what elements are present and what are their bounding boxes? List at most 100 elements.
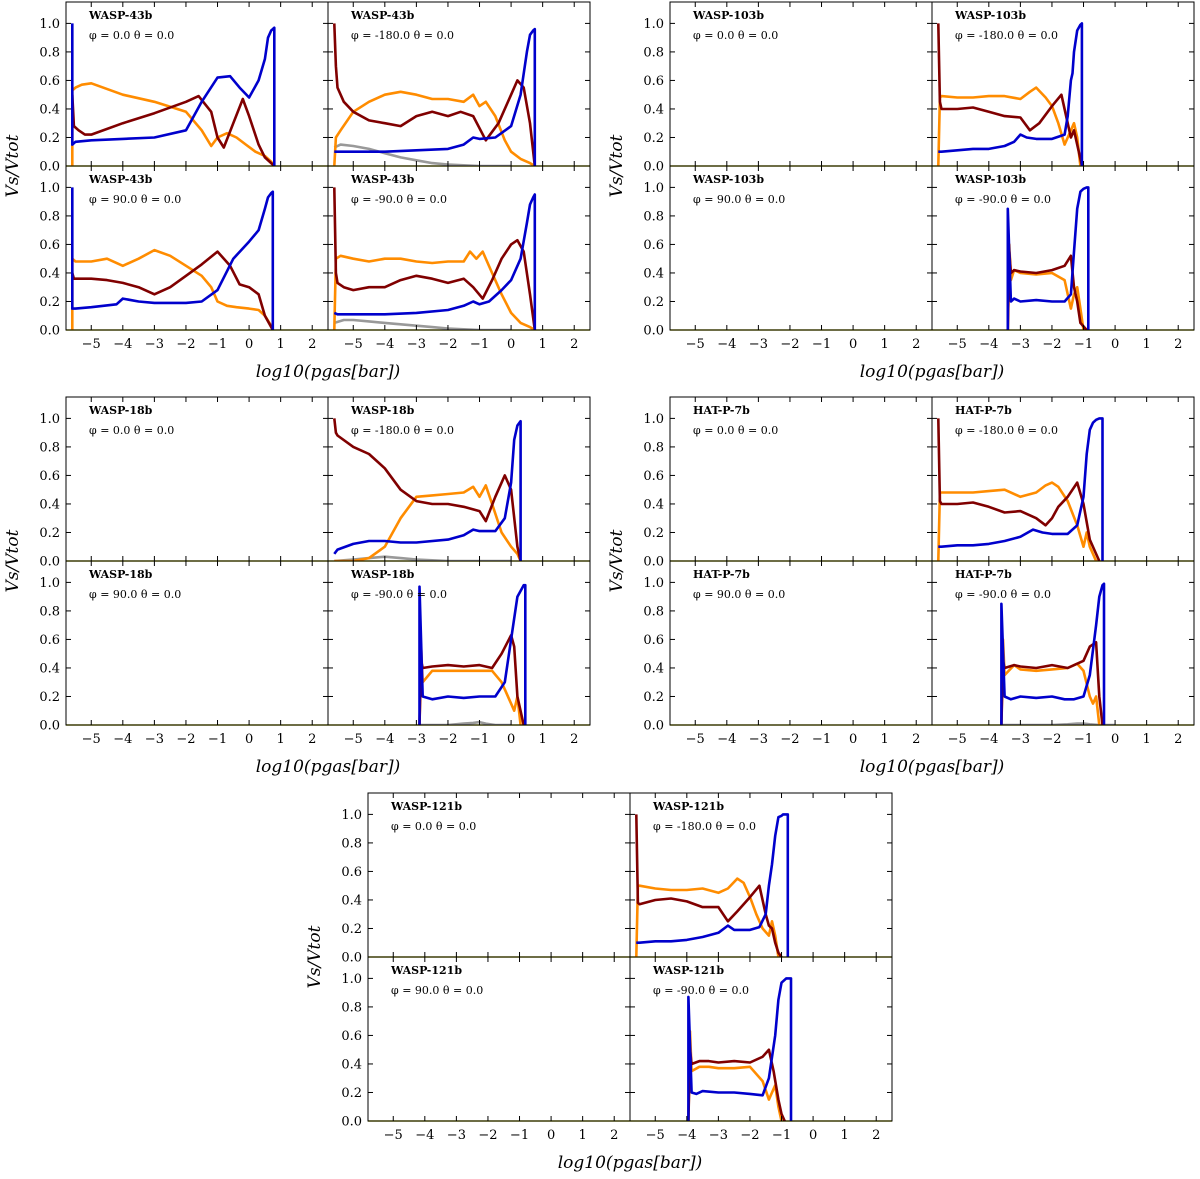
x-tick-label: −5 — [344, 337, 363, 352]
series-line-gray — [333, 143, 512, 166]
x-tick-label: −1 — [812, 732, 831, 747]
y-tick-label: 0.6 — [643, 74, 664, 89]
x-tick-label: −1 — [208, 732, 227, 747]
panel-angles: φ = 90.0 θ = 0.0 — [391, 984, 483, 997]
panel-wasp-43b-2: 0.0 0.2 0.4 0.6 0.8 1.0 −5 −4 −3 −2 −1 0 1 2 WASP-43b φ… — [39, 165, 329, 352]
panel-title: WASP-43b — [350, 173, 415, 186]
x-axis-label: log10(pgas[bar]) — [256, 757, 400, 777]
panel-angles: φ = -90.0 θ = 0.0 — [653, 984, 749, 997]
series-line-blue — [938, 417, 1104, 561]
panel-frame — [669, 396, 933, 562]
y-tick-label: 0.4 — [341, 1057, 362, 1072]
x-tick-label: −4 — [113, 337, 132, 352]
series-line-darkred — [333, 187, 537, 330]
panel-title: WASP-43b — [88, 173, 153, 186]
y-tick-label: 0.8 — [643, 45, 664, 60]
x-tick-label: −3 — [407, 337, 426, 352]
x-tick-label: −2 — [176, 732, 195, 747]
panel-frame — [367, 792, 631, 958]
y-tick-label: 0.8 — [39, 45, 60, 60]
y-tick-label: 0.0 — [643, 555, 664, 570]
x-tick-label: 1 — [1143, 732, 1151, 747]
series-line-orange — [333, 90, 536, 166]
series-line-blue — [938, 22, 1084, 166]
x-tick-label: 0 — [809, 1128, 817, 1143]
y-tick-label: 0.2 — [643, 131, 664, 146]
series-line-orange — [334, 484, 522, 561]
series-line-darkred — [333, 23, 537, 166]
panel-title: WASP-18b — [350, 568, 415, 581]
panel-hat-p-7b-3: −5 −4 −3 −2 −1 0 1 2 HAT-P-7b φ = -90.0 θ = 0.0 — [931, 560, 1195, 747]
x-tick-label: 1 — [277, 337, 285, 352]
y-tick-label: 0.2 — [643, 690, 664, 705]
panel-angles: φ = 90.0 θ = 0.0 — [89, 588, 181, 601]
chart-group-wasp-43b: 0.0 0.2 0.4 0.6 0.8 1.0 WASP-43b φ = 0.0 θ = 0.… — [3, 1, 591, 382]
series-line-orange — [687, 1029, 783, 1121]
y-tick-label: 0.6 — [39, 74, 60, 89]
y-tick-label: 0.4 — [341, 893, 362, 908]
y-tick-label: 0.6 — [643, 238, 664, 253]
x-tick-label: −1 — [510, 1128, 529, 1143]
panel-title: HAT-P-7b — [693, 568, 750, 581]
panel-frame — [629, 956, 893, 1122]
panel-title: WASP-18b — [88, 404, 153, 417]
x-tick-label: −5 — [948, 337, 967, 352]
x-tick-label: −1 — [1074, 337, 1093, 352]
panel-angles: φ = -180.0 θ = 0.0 — [955, 424, 1058, 437]
panel-frame — [669, 560, 933, 726]
y-tick-label: 0.2 — [39, 690, 60, 705]
series-line-darkred — [1006, 250, 1088, 330]
y-tick-label: 0.2 — [39, 295, 60, 310]
panel-frame — [65, 1, 329, 167]
y-tick-label: 0.0 — [39, 555, 60, 570]
x-tick-label: 0 — [245, 732, 253, 747]
x-tick-label: −4 — [375, 337, 394, 352]
y-tick-label: 0.6 — [643, 633, 664, 648]
series-line-darkred — [937, 23, 1084, 166]
y-tick-label: 0.0 — [341, 951, 362, 966]
x-tick-label: 2 — [1174, 337, 1182, 352]
y-tick-label: 0.2 — [39, 131, 60, 146]
series-line-darkred — [418, 633, 525, 725]
y-tick-label: 0.4 — [39, 497, 60, 512]
y-axis-label: Vs/Vtot — [3, 529, 23, 592]
y-tick-label: 1.0 — [39, 181, 60, 196]
panel-title: WASP-103b — [692, 173, 764, 186]
panel-title: WASP-103b — [954, 173, 1026, 186]
y-tick-label: 0.8 — [643, 440, 664, 455]
x-tick-label: −2 — [478, 1128, 497, 1143]
x-tick-label: −5 — [82, 337, 101, 352]
panel-wasp-121b-0: 0.0 0.2 0.4 0.6 0.8 1.0 WASP-121b φ = 0.0 θ = 0… — [341, 792, 631, 966]
y-tick-label: 0.4 — [39, 266, 60, 281]
x-tick-label: −4 — [415, 1128, 434, 1143]
x-tick-label: −2 — [438, 337, 457, 352]
y-tick-label: 1.0 — [341, 972, 362, 987]
series-line-darkred — [937, 418, 1101, 561]
x-tick-label: 0 — [547, 1128, 555, 1143]
panel-frame — [327, 560, 591, 726]
y-tick-label: 1.0 — [39, 576, 60, 591]
panel-frame — [327, 165, 591, 331]
y-tick-label: 0.0 — [643, 719, 664, 734]
y-tick-label: 0.8 — [39, 209, 60, 224]
series-line-blue — [333, 419, 522, 561]
x-tick-label: −4 — [113, 732, 132, 747]
x-tick-label: −2 — [780, 337, 799, 352]
panel-angles: φ = -180.0 θ = 0.0 — [351, 424, 454, 437]
y-tick-label: 1.0 — [643, 576, 664, 591]
y-tick-label: 1.0 — [39, 412, 60, 427]
series-line-orange — [937, 86, 1082, 166]
panel-frame — [65, 560, 329, 726]
chart-group-wasp-18b: 0.0 0.2 0.4 0.6 0.8 1.0 WASP-18b φ = 0.0 θ = 0.… — [3, 396, 591, 777]
panel-angles: φ = 0.0 θ = 0.0 — [693, 29, 778, 42]
series-line-darkred — [71, 250, 274, 330]
y-tick-label: 0.2 — [341, 1086, 362, 1101]
y-tick-label: 0.6 — [341, 865, 362, 880]
x-tick-label: −4 — [717, 732, 736, 747]
x-tick-label: −4 — [979, 732, 998, 747]
x-tick-label: −5 — [646, 1128, 665, 1143]
panel-angles: φ = -90.0 θ = 0.0 — [955, 588, 1051, 601]
x-tick-label: −1 — [470, 732, 489, 747]
series-line-blue — [333, 193, 537, 330]
panel-wasp-18b-0: 0.0 0.2 0.4 0.6 0.8 1.0 WASP-18b φ = 0.0 θ = 0.… — [39, 396, 329, 570]
